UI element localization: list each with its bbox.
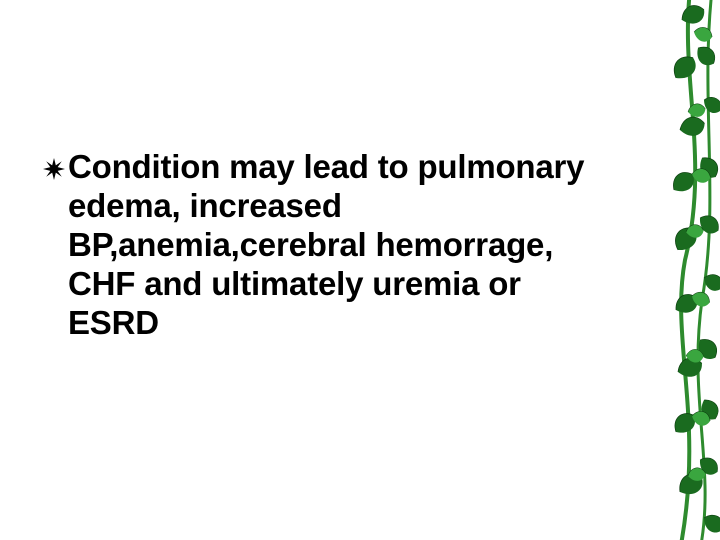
- vine-stem-2: [698, 0, 712, 540]
- leaf-cluster-light: [685, 26, 713, 483]
- vine-decoration: [620, 0, 720, 540]
- leaf-cluster: [668, 1, 720, 536]
- bullet-item: Condition may lead to pulmonary edema, i…: [40, 148, 600, 343]
- vine-stem: [680, 0, 695, 540]
- starburst-shape: [43, 158, 65, 180]
- slide: Condition may lead to pulmonary edema, i…: [0, 0, 720, 540]
- body-text: Condition may lead to pulmonary edema, i…: [68, 148, 600, 343]
- starburst-icon: [40, 148, 68, 180]
